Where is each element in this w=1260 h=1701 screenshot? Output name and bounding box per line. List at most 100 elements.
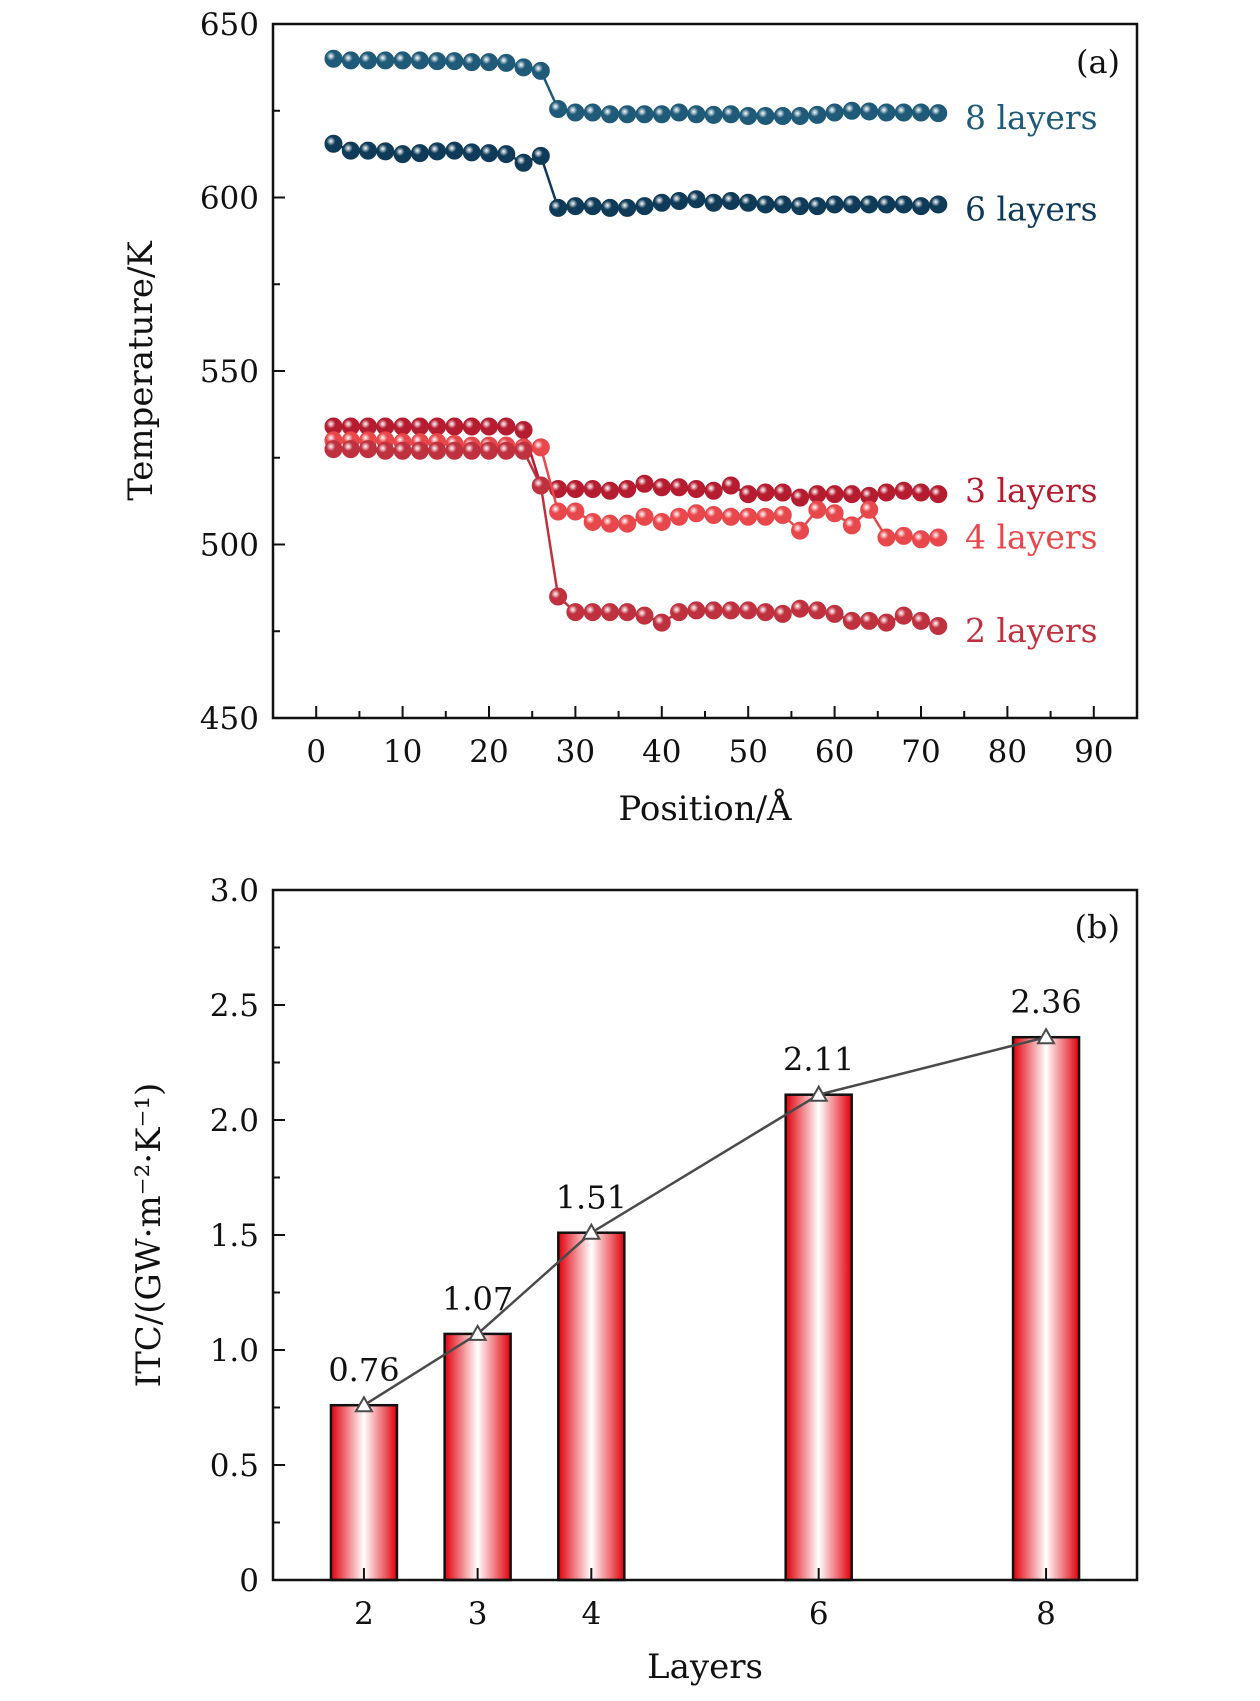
- panel-a-x-tick-label: 70: [901, 734, 940, 770]
- data-point: [687, 504, 706, 523]
- data-point: [566, 479, 585, 498]
- data-point: [480, 441, 498, 460]
- data-point: [756, 603, 775, 622]
- series-2-layers: 2 layers: [324, 440, 1098, 650]
- data-point: [739, 485, 758, 504]
- data-point: [877, 483, 896, 502]
- panel-a-x-tick-label: 90: [1074, 734, 1113, 770]
- data-point: [773, 483, 792, 502]
- data-point: [860, 611, 879, 630]
- data-point: [497, 417, 516, 436]
- data-point: [721, 105, 740, 124]
- panel-b-x-tick-label: 6: [809, 1596, 829, 1632]
- series-label: 6 layers: [965, 189, 1098, 228]
- panel-b-x-axis-title: Layers: [647, 1647, 763, 1687]
- data-point: [670, 103, 689, 122]
- data-point: [618, 198, 637, 217]
- data-point: [894, 526, 913, 545]
- data-point: [514, 153, 533, 172]
- data-point: [549, 502, 568, 521]
- data-point: [428, 52, 447, 71]
- data-point: [929, 104, 948, 123]
- data-point: [739, 601, 758, 620]
- data-point: [462, 441, 481, 460]
- data-point: [341, 141, 360, 160]
- data-point: [652, 613, 671, 632]
- data-point: [825, 604, 844, 623]
- data-point: [721, 476, 740, 495]
- data-point: [877, 613, 896, 632]
- panel-a-ticks: 0 10 20 30 40 50 60 70 80 90 450 500 550 600 650: [200, 7, 1114, 770]
- series-label: 2 layers: [965, 611, 1098, 650]
- data-point: [393, 51, 412, 70]
- panel-b-y-axis-title: ITC/(GW·m⁻²·K⁻¹): [129, 1083, 169, 1388]
- data-point: [808, 197, 827, 216]
- data-point: [531, 61, 550, 80]
- panel-a-y-axis-title: Temperature/K: [121, 241, 161, 501]
- data-point: [842, 101, 861, 120]
- data-point: [583, 512, 602, 531]
- panel-a-x-axis-title: Position/Å: [618, 788, 792, 829]
- data-point: [842, 195, 861, 214]
- triangle-marker: [808, 1084, 829, 1102]
- data-point: [428, 441, 447, 460]
- data-point: [635, 105, 654, 124]
- data-point: [825, 195, 844, 214]
- data-point: [324, 440, 343, 459]
- data-point: [756, 106, 775, 125]
- data-point: [877, 528, 896, 547]
- data-point: [393, 417, 412, 436]
- panel-a-x-tick-label: 40: [642, 734, 681, 770]
- data-point: [376, 441, 395, 460]
- series-label: 4 layers: [965, 518, 1098, 557]
- panel-a-x-tick-label: 60: [815, 734, 854, 770]
- data-point: [652, 105, 671, 124]
- bar-value-label: 0.76: [328, 1351, 399, 1389]
- data-point: [497, 441, 516, 460]
- data-point: [359, 51, 378, 70]
- data-point: [670, 191, 689, 210]
- panel-a-y-tick-label: 450: [200, 701, 259, 737]
- data-point: [462, 53, 481, 72]
- panel-a-temperature-profile: 8 layers 6 layers 3 layers 4 layers 2 layers…: [121, 7, 1139, 829]
- series-8-layers: 8 layers: [324, 49, 1098, 137]
- data-point: [704, 105, 723, 124]
- data-point: [721, 191, 740, 210]
- data-point: [549, 587, 568, 606]
- data-point: [635, 197, 654, 216]
- data-point: [687, 479, 706, 498]
- series-3-layers: 3 layers: [324, 417, 1098, 510]
- data-point: [324, 134, 343, 153]
- data-point: [929, 617, 948, 636]
- bar-value-label: 2.11: [783, 1041, 854, 1079]
- data-point: [393, 145, 412, 164]
- panel-a-x-tick-label: 80: [988, 734, 1027, 770]
- data-point: [670, 478, 689, 497]
- data-point: [912, 530, 930, 549]
- data-point: [393, 441, 412, 460]
- panel-b-plot-frame: [271, 888, 1139, 1582]
- data-point: [514, 441, 533, 460]
- data-point: [791, 599, 810, 618]
- data-point: [860, 102, 879, 121]
- data-point: [410, 417, 429, 436]
- data-point: [912, 103, 930, 122]
- data-point: [324, 49, 343, 68]
- data-point: [359, 141, 378, 160]
- data-point: [600, 603, 619, 622]
- data-point: [480, 53, 498, 72]
- data-point: [773, 195, 792, 214]
- data-point: [583, 479, 602, 498]
- data-point: [860, 500, 879, 519]
- data-point: [791, 521, 810, 540]
- data-point: [739, 193, 758, 212]
- data-point: [929, 528, 948, 547]
- series-4-layers: 4 layers: [324, 431, 1098, 557]
- data-point: [721, 507, 740, 526]
- data-point: [531, 438, 550, 457]
- data-point: [842, 516, 861, 535]
- data-point: [410, 441, 429, 460]
- bar-3-layers: [443, 1332, 512, 1582]
- data-point: [721, 601, 740, 620]
- data-point: [376, 142, 395, 161]
